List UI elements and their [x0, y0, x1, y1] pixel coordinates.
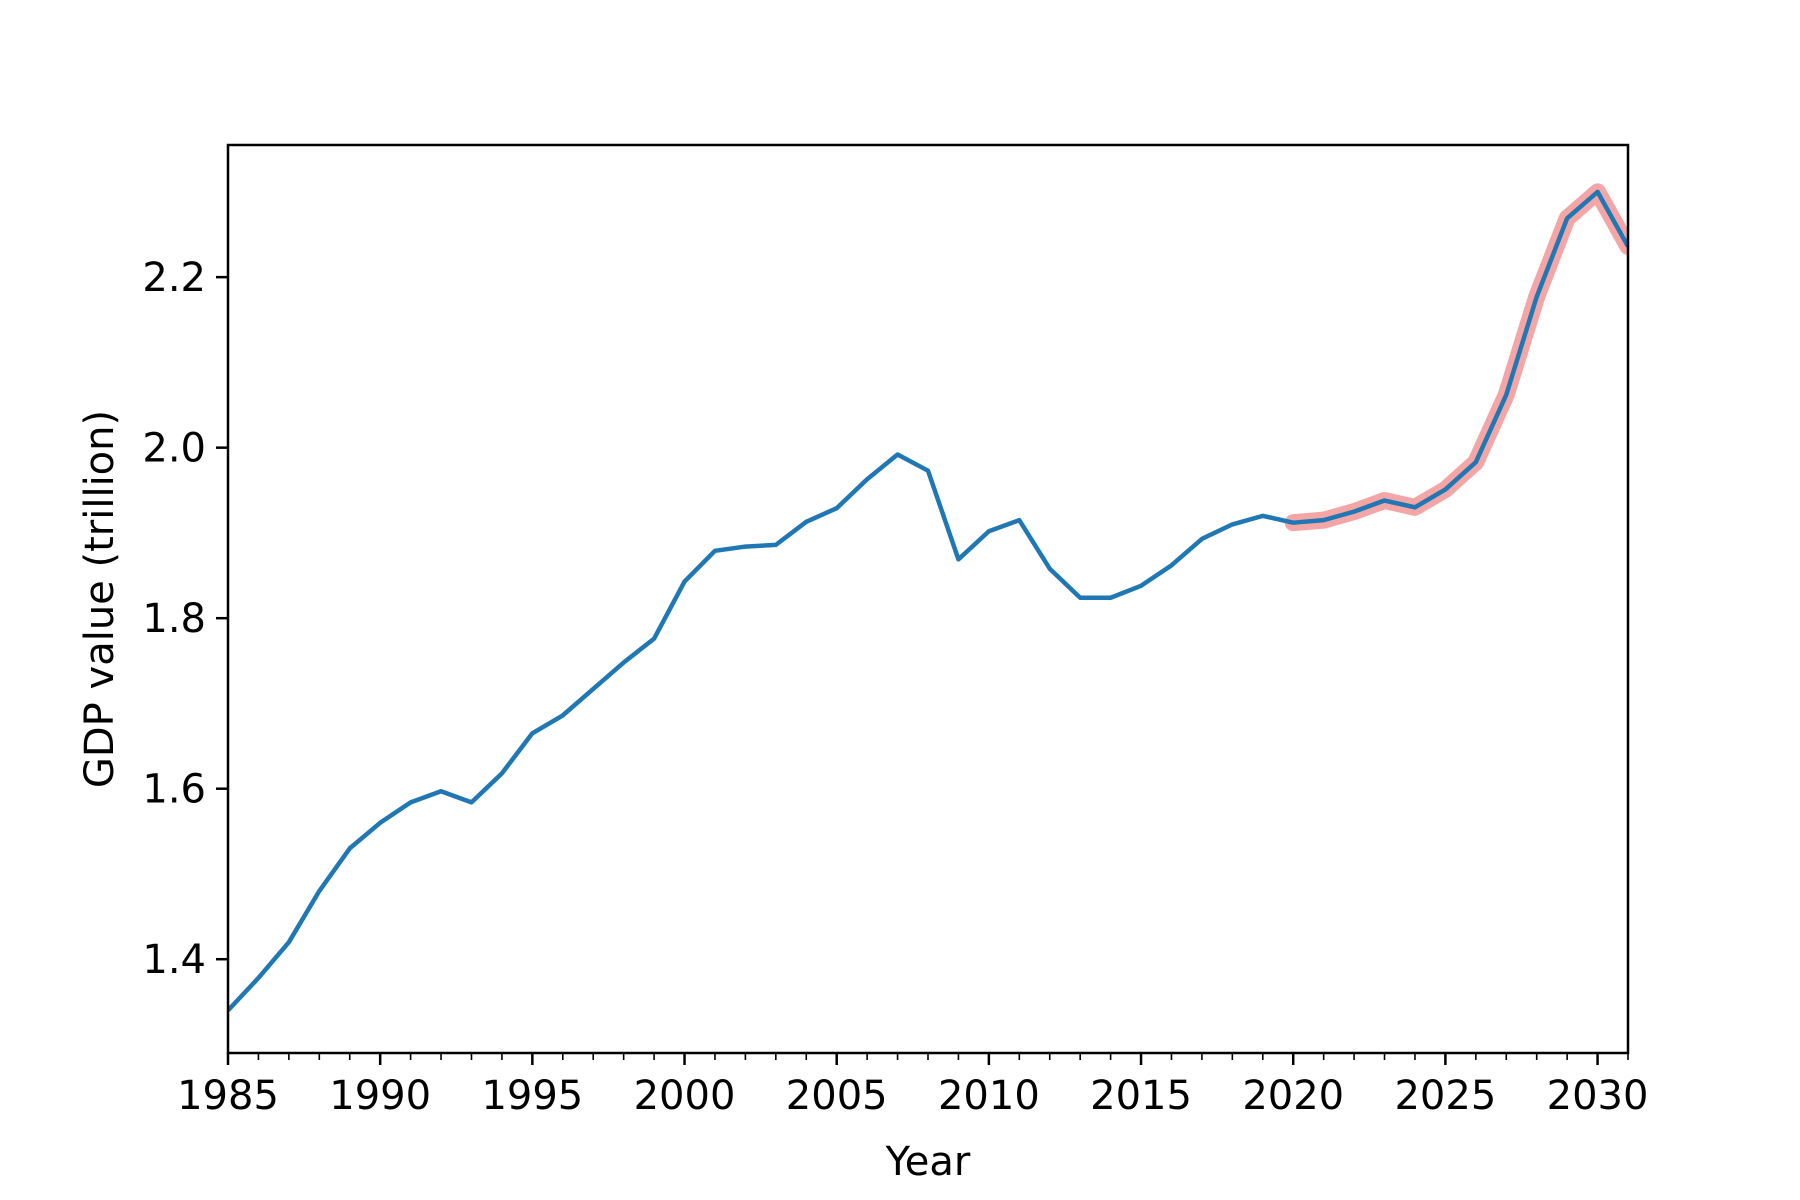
y-tick-label: 1.4	[142, 937, 206, 983]
y-axis-title: GDP value (trillion)	[77, 410, 123, 788]
x-tick-label: 2015	[1090, 1073, 1192, 1119]
series-lines	[228, 189, 1628, 1012]
x-tick-label: 2000	[634, 1073, 736, 1119]
x-axis-title: Year	[885, 1139, 971, 1185]
y-tick-label: 1.6	[142, 767, 206, 813]
y-tick-label: 2.2	[142, 255, 206, 301]
x-tick-label: 2010	[938, 1073, 1040, 1119]
x-tick-label: 1985	[177, 1073, 279, 1119]
series-line-0	[228, 189, 1628, 1012]
x-tick-label: 2025	[1394, 1073, 1496, 1119]
x-tick-label: 2020	[1242, 1073, 1344, 1119]
x-tick-label: 2030	[1547, 1073, 1649, 1119]
y-tick-label: 1.8	[142, 596, 206, 642]
y-tick-label: 2.0	[142, 426, 206, 472]
x-tick-label: 1995	[481, 1073, 583, 1119]
x-axis-ticks: 1985 1990 1995 2000 2005 2010 2015 2020 2025 2030	[177, 1053, 1648, 1119]
y-axis-ticks: 1.4 1.6 1.8 2.0 2.2	[142, 255, 228, 983]
x-tick-label: 1990	[329, 1073, 431, 1119]
x-tick-label: 2005	[786, 1073, 888, 1119]
plot-frame	[226, 143, 1630, 1055]
